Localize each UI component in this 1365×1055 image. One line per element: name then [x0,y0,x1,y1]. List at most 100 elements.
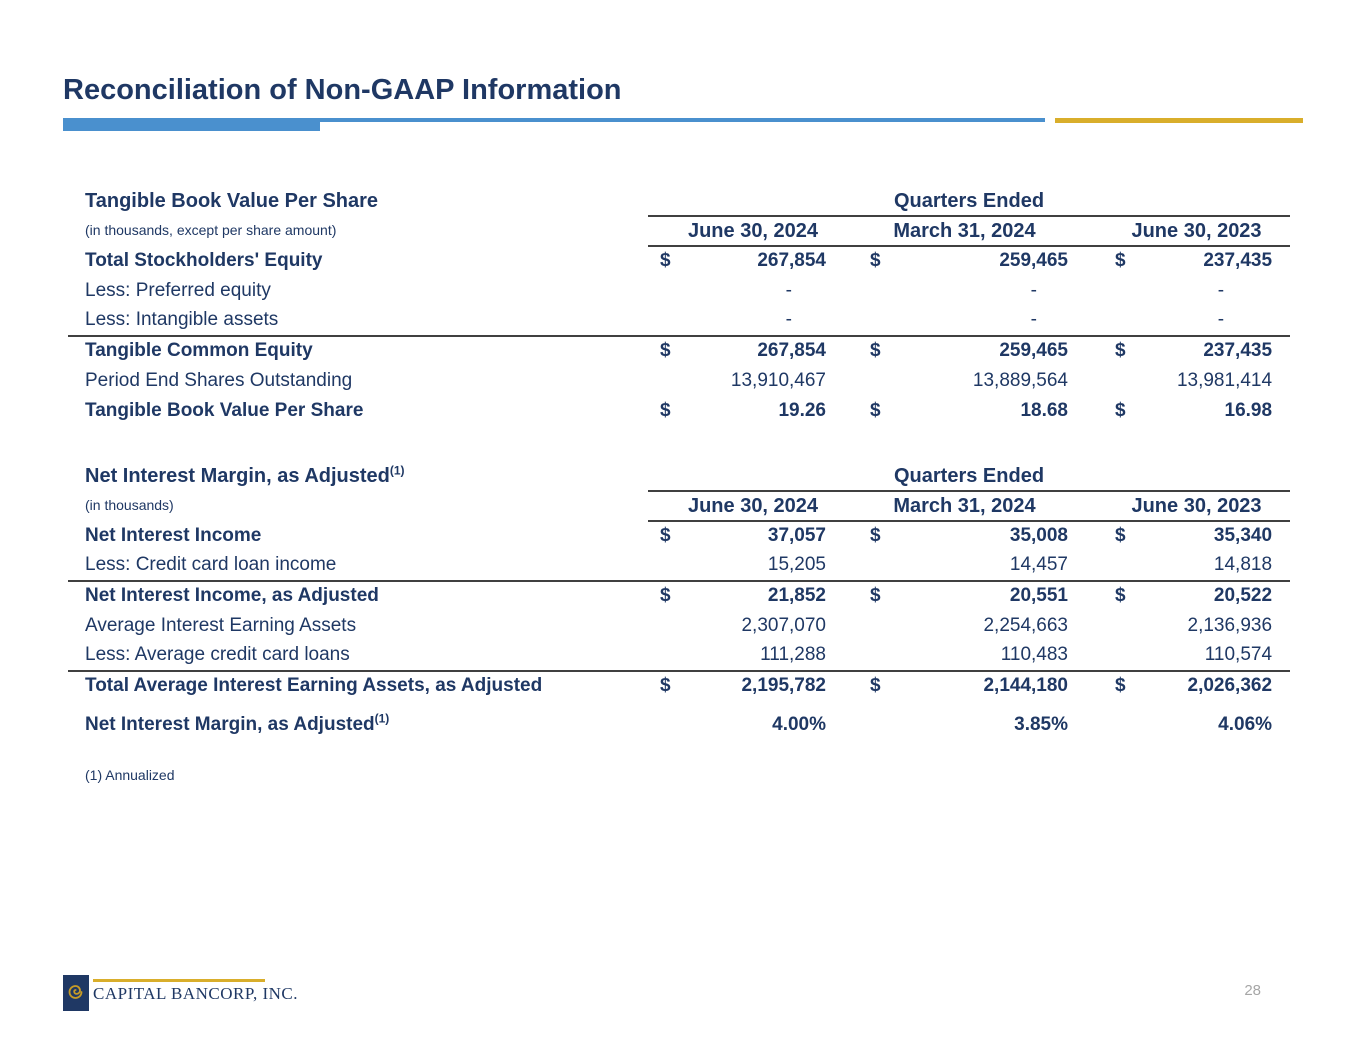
row-value: - [1141,306,1291,337]
footnote: (1) Annualized [85,767,175,783]
row-value: 35,008 [1009,525,1068,547]
row-label: Less: Intangible assets [68,306,648,337]
dollar-sign: $ [660,585,671,607]
dollar-sign: $ [1115,399,1126,421]
dollar-sign [648,551,686,582]
row-value: 3.85% [1014,713,1068,735]
title-underline [63,118,1303,132]
column-header-row: (in thousands) June 30, 2024 March 31, 2… [68,491,1291,522]
row-value: - [1217,279,1225,301]
row-label: Period End Shares Outstanding [85,369,353,391]
row-value: 110,574 [1141,641,1291,672]
dollar-sign [858,611,896,641]
dollar-sign [1103,551,1141,582]
row-label: Tangible Common Equity [85,340,313,362]
dollar-sign: $ [1115,585,1126,607]
table-row: Net Interest Income $37,057 $35,008 $35,340 [68,521,1290,551]
slide-content: Tangible Book Value Per Share Quarters E… [68,186,1291,783]
row-value: 2,026,362 [1187,675,1273,697]
column-header: March 31, 2024 [858,491,1103,522]
dollar-sign: $ [870,675,881,697]
dollar-sign [1103,306,1141,337]
dollar-sign [648,611,686,641]
row-label: Net Interest Margin, as Adjusted(1) [85,711,390,735]
row-value: 259,465 [999,250,1068,272]
row-value: 15,205 [686,551,858,582]
page-number: 28 [1244,982,1261,999]
dollar-sign: $ [1115,525,1126,547]
row-value: 2,254,663 [983,614,1068,636]
column-header-row: (in thousands, except per share amount) … [68,216,1291,247]
row-value: 2,144,180 [983,675,1068,697]
table-row: Total Average Interest Earning Assets, a… [68,671,1290,701]
table-title: Net Interest Margin, as Adjusted(1) [85,463,405,487]
dollar-sign [858,641,896,672]
dollar-sign [1103,641,1141,672]
dollar-sign [858,701,896,739]
row-value: 35,340 [1213,525,1273,547]
row-value: 267,854 [757,340,826,362]
dollar-sign [1103,611,1141,641]
row-value: 110,483 [896,641,1103,672]
dollar-sign: $ [870,250,881,272]
table-title-row: Net Interest Margin, as Adjusted(1) Quar… [68,461,1291,492]
accent-line-blue [63,118,1045,122]
logo-spiral-icon [63,975,89,1011]
table-row: Total Stockholders' Equity $267,854 $259,4… [68,246,1290,276]
row-value: 4.06% [1218,713,1273,735]
table-row: Less: Preferred equity - - - [68,276,1290,306]
logo-gold-line [93,979,265,982]
table-row: Less: Average credit card loans 111,288 11… [68,641,1291,672]
row-value: 237,435 [1203,340,1273,362]
logo-wordmark-block: CAPITAL BANCORP, INC. [93,975,298,1004]
row-value: - [1030,279,1037,301]
row-value: 16.98 [1224,399,1273,421]
dollar-sign: $ [1115,675,1126,697]
row-value: 2,136,936 [1187,614,1273,636]
dollar-sign [1103,701,1141,739]
row-label: Tangible Book Value Per Share [85,399,364,421]
table-row: Net Interest Income, as Adjusted $21,852 $… [68,581,1290,611]
accent-bar-blue [63,118,320,131]
footnote-marker: (1) [389,463,405,478]
column-header: June 30, 2023 [1103,216,1291,247]
row-value: 4.00% [772,713,826,735]
dollar-sign [648,641,686,672]
page-title: Reconciliation of Non-GAAP Information [63,74,622,106]
row-value: - [896,306,1103,337]
row-value: 37,057 [767,525,826,547]
dollar-sign: $ [660,675,671,697]
row-value: 237,435 [1203,250,1273,272]
dollar-sign [858,366,896,396]
row-value: 13,889,564 [972,369,1068,391]
dollar-sign [648,306,686,337]
dollar-sign [1103,366,1141,396]
row-value: - [686,306,858,337]
column-header: June 30, 2023 [1103,491,1291,522]
table-subtitle: (in thousands, except per share amount) [85,222,337,239]
table-row: Less: Intangible assets - - - [68,306,1291,337]
row-value: 18.68 [1020,399,1068,421]
column-header: June 30, 2024 [648,216,858,247]
dollar-sign: $ [870,399,881,421]
row-value: 2,195,782 [741,675,826,697]
table-row: Tangible Common Equity $267,854 $259,465 $2… [68,336,1290,366]
row-label: Less: Credit card loan income [68,551,648,582]
dollar-sign: $ [660,340,671,362]
row-value: 14,818 [1141,551,1291,582]
table-subtitle: (in thousands) [85,497,174,514]
column-header: June 30, 2024 [648,491,858,522]
dollar-sign: $ [660,525,671,547]
table-row: Less: Credit card loan income 15,205 14,45… [68,551,1291,582]
row-value: 21,852 [767,585,826,607]
row-value: 14,457 [896,551,1103,582]
table-row: Average Interest Earning Assets 2,307,070… [68,611,1290,641]
dollar-sign [858,306,896,337]
dollar-sign: $ [660,250,671,272]
row-value: 19.26 [778,399,826,421]
dollar-sign [648,276,686,306]
table-title-row: Tangible Book Value Per Share Quarters E… [68,186,1291,217]
dollar-sign: $ [870,340,881,362]
dollar-sign: $ [1115,340,1126,362]
